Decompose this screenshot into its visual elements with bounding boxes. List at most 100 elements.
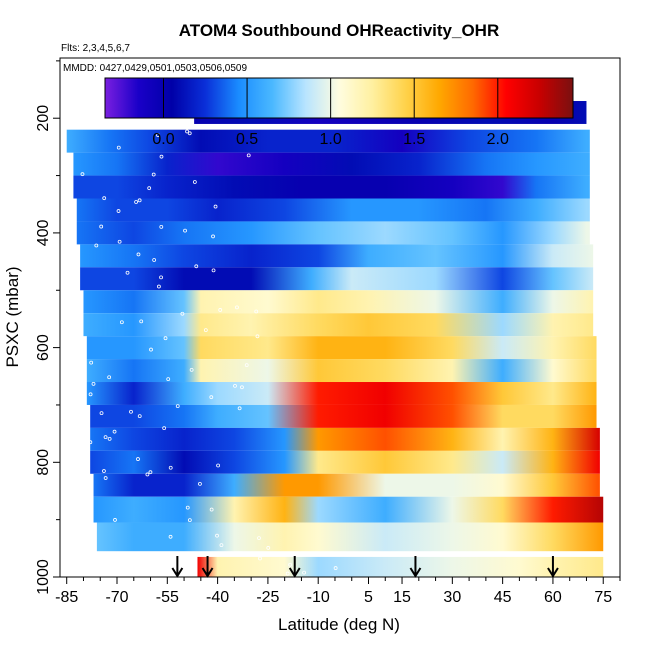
x-tick-label: 60 bbox=[544, 589, 562, 606]
sample-marker bbox=[139, 319, 144, 324]
sample-marker bbox=[102, 196, 107, 201]
sample-marker bbox=[302, 570, 306, 575]
sample-marker bbox=[159, 154, 164, 159]
y-tick-label: 800 bbox=[35, 449, 52, 476]
sample-marker bbox=[237, 406, 242, 411]
sample-marker bbox=[80, 172, 85, 177]
sample-marker bbox=[285, 571, 290, 576]
heatmap-layer bbox=[66, 129, 590, 153]
sample-marker bbox=[99, 411, 104, 416]
sample-marker bbox=[99, 224, 104, 229]
x-tick-label: 5 bbox=[364, 589, 373, 606]
sample-marker bbox=[187, 131, 192, 136]
sample-marker bbox=[148, 470, 153, 475]
sample-marker bbox=[145, 472, 150, 477]
sample-marker bbox=[209, 507, 214, 512]
sample-marker bbox=[117, 239, 122, 244]
sample-marker bbox=[152, 258, 157, 262]
sample-marker bbox=[151, 172, 156, 177]
sample-marker bbox=[246, 153, 251, 158]
down-arrow-icon bbox=[409, 556, 422, 578]
sample-marker bbox=[192, 180, 197, 184]
down-arrow-icon bbox=[547, 556, 559, 578]
down-arrow-icon bbox=[288, 556, 301, 578]
x-axis-title: Latitude (deg N) bbox=[278, 615, 400, 634]
heatmap-layers bbox=[66, 101, 604, 577]
x-tick-label: 45 bbox=[494, 589, 512, 606]
sample-marker bbox=[134, 200, 138, 204]
heatmap-layer bbox=[90, 404, 597, 428]
heatmap-layer bbox=[93, 496, 604, 523]
y-tick-label: 1000 bbox=[35, 559, 52, 595]
sample-marker bbox=[194, 264, 199, 269]
sample-marker bbox=[88, 392, 93, 397]
heatmap-layer bbox=[86, 382, 597, 405]
sample-marker bbox=[168, 465, 173, 470]
sample-marker bbox=[157, 284, 161, 289]
sample-marker bbox=[254, 309, 259, 314]
heatmap-layer bbox=[96, 522, 604, 552]
x-tick-label: -85 bbox=[55, 589, 78, 606]
heatmap-layer bbox=[83, 313, 594, 337]
x-tick-label: -10 bbox=[307, 589, 330, 606]
sample-marker bbox=[235, 305, 239, 310]
sample-marker bbox=[266, 546, 271, 550]
sample-marker bbox=[116, 209, 121, 213]
sample-marker bbox=[129, 409, 133, 414]
heatmap-layer bbox=[80, 267, 594, 291]
sample-marker bbox=[216, 463, 220, 468]
flight-arrows bbox=[171, 556, 559, 578]
sample-marker bbox=[159, 275, 163, 280]
sample-marker bbox=[91, 381, 96, 386]
sample-marker bbox=[119, 320, 124, 325]
x-tick-label: 30 bbox=[443, 589, 461, 606]
dates-label: MMDD: 0427,0429,0501,0503,0506,0509 bbox=[63, 63, 247, 74]
heatmap-layer bbox=[76, 221, 590, 245]
x-tick-label: 75 bbox=[594, 589, 612, 606]
sample-marker bbox=[189, 367, 194, 372]
heatmap-layer bbox=[197, 556, 604, 577]
chart-title: ATOM4 Southbound OHReactivity_OHR bbox=[179, 21, 500, 40]
sample-marker bbox=[218, 308, 223, 312]
colorbar-tick-label: 0.5 bbox=[236, 131, 258, 148]
sample-marker bbox=[107, 436, 112, 441]
colorbar: 0.0 0.5 1.0 1.5 2.0 bbox=[104, 77, 574, 148]
sample-marker bbox=[89, 360, 94, 365]
sample-marker bbox=[219, 543, 224, 547]
sample-marker bbox=[149, 347, 153, 352]
x-tick-label: -55 bbox=[156, 589, 179, 606]
heatmap-layer bbox=[83, 290, 594, 314]
heatmap-layer bbox=[93, 473, 600, 497]
sample-marker bbox=[103, 476, 108, 480]
sample-marker bbox=[94, 243, 99, 248]
heatmap-layer bbox=[73, 175, 590, 199]
sample-marker bbox=[257, 536, 261, 541]
down-arrow-icon bbox=[171, 556, 184, 578]
heatmap-layer bbox=[80, 244, 594, 268]
flights-label: Flts: 2,3,4,5,6,7 bbox=[61, 43, 130, 54]
heatmap-layer bbox=[86, 359, 597, 383]
sample-marker bbox=[156, 133, 160, 137]
sample-marker bbox=[244, 363, 249, 368]
sample-marker bbox=[147, 186, 152, 191]
y-tick-label: 600 bbox=[35, 334, 52, 361]
heatmap-layer bbox=[73, 152, 590, 176]
sample-marker bbox=[258, 556, 262, 561]
colorbar-tick-label: 0.0 bbox=[152, 131, 174, 148]
sample-marker bbox=[255, 334, 260, 339]
sample-marker bbox=[175, 404, 180, 409]
x-tick-label: -70 bbox=[105, 589, 128, 606]
sample-marker bbox=[198, 481, 202, 486]
sample-marker bbox=[203, 328, 208, 333]
sample-marker bbox=[209, 395, 214, 400]
sample-marker bbox=[213, 204, 218, 209]
sample-marker bbox=[233, 383, 237, 388]
x-tick-label: 15 bbox=[393, 589, 411, 606]
sample-marker bbox=[187, 518, 192, 522]
sample-marker bbox=[163, 336, 168, 341]
sample-marker bbox=[103, 435, 108, 440]
sample-marker bbox=[137, 414, 142, 419]
sample-marker bbox=[288, 562, 293, 567]
heatmap-layer bbox=[90, 450, 600, 474]
